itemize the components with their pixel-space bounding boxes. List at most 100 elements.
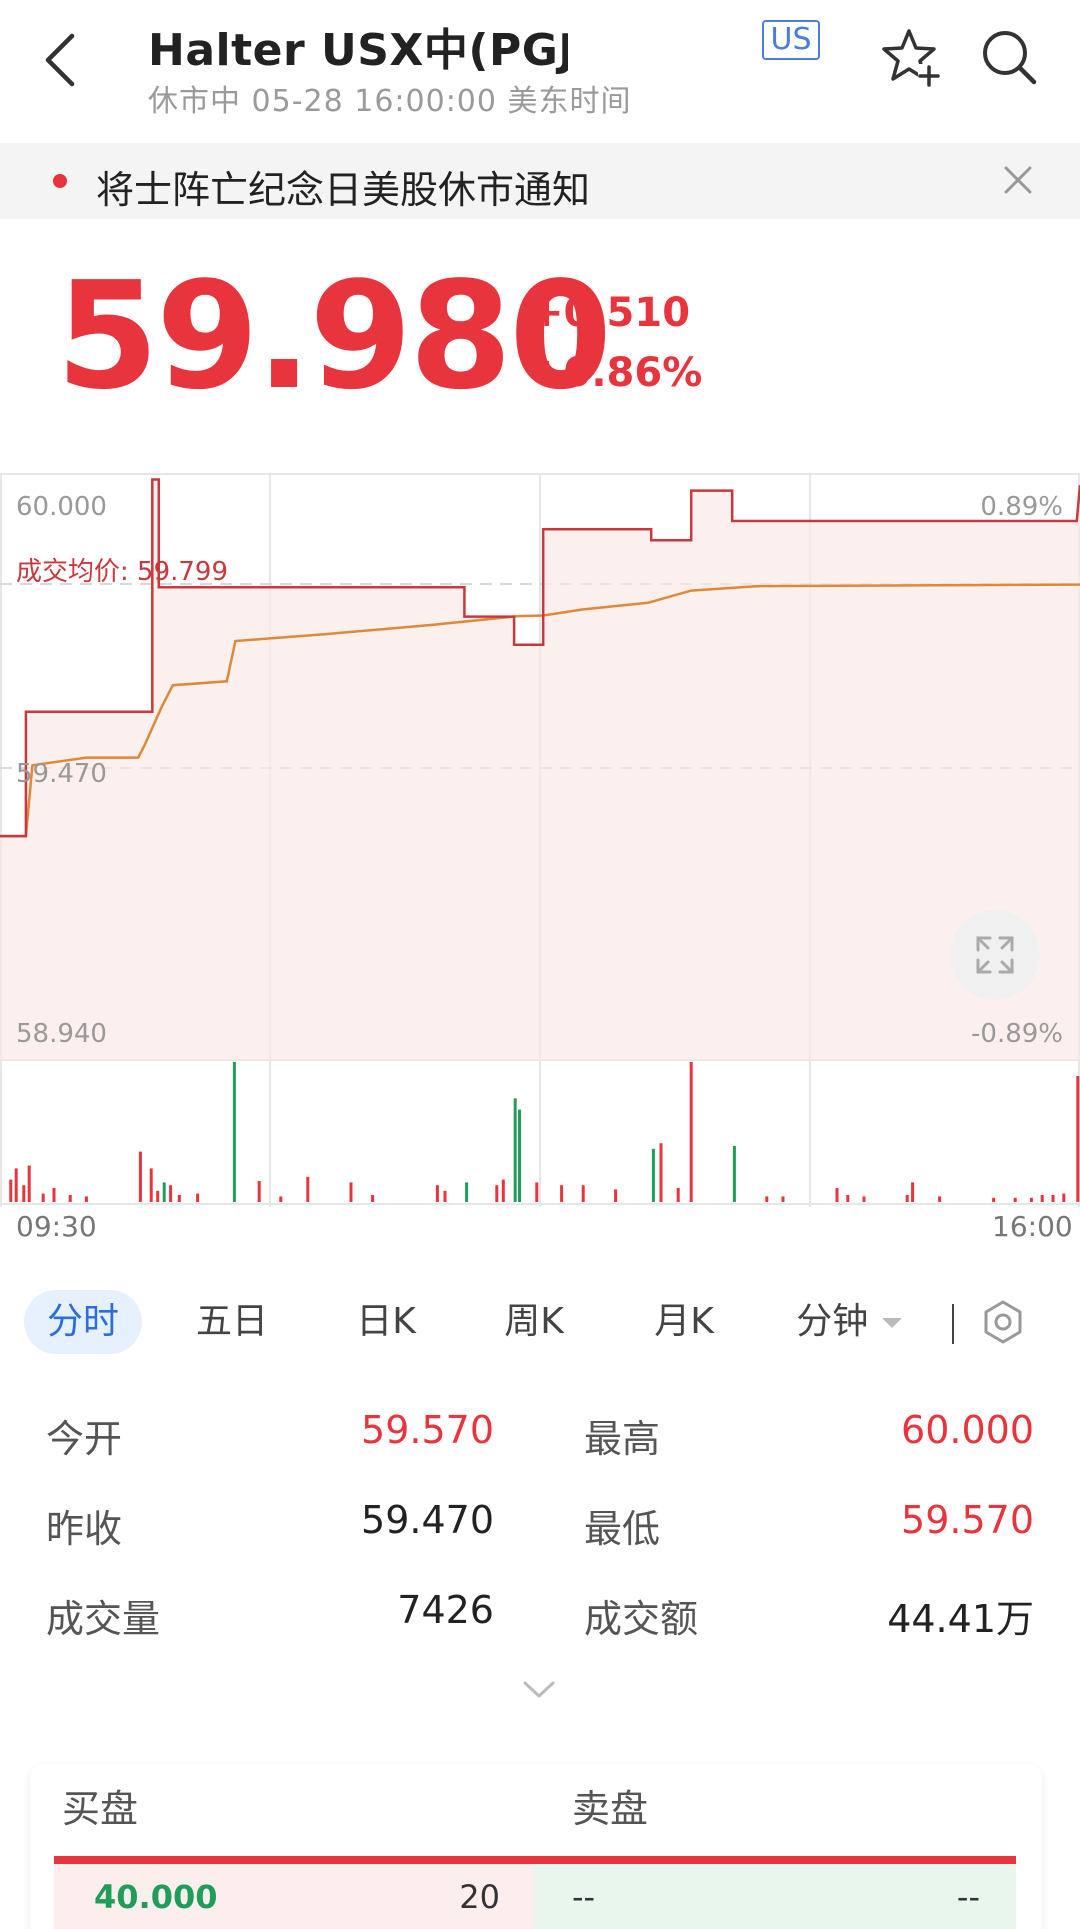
turnover-value: 44.41万 [887,1597,1034,1641]
chart-period-tabs: 分时 五日 日K 周K 月K 分钟 [0,1290,1080,1366]
ask-price: -- [572,1878,596,1916]
volume-value: 7426 [397,1588,494,1632]
volume-bar [659,1143,663,1202]
add-favorite-button[interactable] [878,26,940,88]
volume-bar [1062,1193,1066,1202]
back-button[interactable] [40,30,84,90]
volume-bar [495,1185,499,1202]
chevron-down-icon[interactable] [522,1680,556,1700]
volume-bar [257,1181,261,1202]
volume-bar [279,1196,283,1202]
volume-bar [14,1168,18,1202]
y-min-label: 58.940 [16,1019,107,1049]
high-label: 最高 [584,1417,661,1461]
volume-bar [68,1195,72,1202]
pct-max-label: 0.89% [980,492,1063,522]
tab-divider [952,1304,954,1344]
volume-bar [501,1179,505,1202]
y-mid-label: 59.470 [16,759,107,789]
volume-bar [156,1190,160,1202]
volume-bar [992,1197,996,1202]
volume-bar [196,1193,200,1202]
low-value: 59.570 [901,1498,1034,1542]
market-status: 休市中 05-28 16:00:00 美东时间 [148,84,632,119]
back-arrow-icon [45,33,75,87]
volume-bars [9,1062,1080,1202]
volume-bar [9,1179,13,1202]
volume-bar [443,1190,447,1202]
bid-quantity: 20 [459,1878,500,1916]
low-label: 最低 [584,1507,661,1551]
open-value: 59.570 [361,1408,494,1452]
price-line [0,478,1080,838]
prev-close-label: 昨收 [46,1507,123,1551]
market-badge: US [762,20,820,60]
volume-bar [905,1195,909,1202]
star-plus-icon [882,29,940,87]
bid-title: 买盘 [62,1787,139,1831]
volume-bar [1051,1195,1055,1202]
tab-weekly-k[interactable]: 周K [504,1301,564,1342]
volume-bar [513,1098,517,1202]
volume-bar [835,1188,839,1202]
volume-bar [732,1146,736,1202]
volume-bar [1076,1076,1080,1202]
prev-close-value: 59.470 [361,1498,494,1542]
volume-bar [781,1196,785,1202]
tab-daily-k[interactable]: 日K [356,1301,416,1342]
price-change: +0.510 [530,290,691,336]
time-start-label: 09:30 [16,1210,97,1243]
volume-bar [52,1188,56,1202]
volume-bar [1029,1197,1033,1202]
volume-bar [614,1189,618,1202]
y-max-label: 60.000 [16,492,107,522]
notice-dot [53,174,67,188]
volume-bar [177,1195,181,1202]
pct-min-label: -0.89% [971,1019,1063,1049]
volume-bar [1013,1197,1017,1202]
volume-bar [938,1196,942,1202]
notice-banner[interactable]: 将士阵亡纪念日美股休市通知 [0,143,1080,219]
tab-intraday[interactable]: 分时 [24,1290,142,1354]
volume-bar [169,1185,173,1202]
volume-bar [149,1168,153,1202]
open-label: 今开 [46,1417,123,1461]
price-area-fill [0,479,1080,1060]
close-icon[interactable] [1000,162,1036,198]
volume-bar [465,1182,469,1202]
header: Halter USX中(PGJ) 休市中 05-28 16:00:00 美东时间… [0,0,1080,143]
ask-quantity: -- [956,1878,980,1916]
bid-row [54,1864,534,1929]
search-icon [983,31,1037,85]
tab-minute-label: 分钟 [796,1301,869,1342]
order-book-ratio-bar [54,1856,1016,1864]
time-end-label: 16:00 [992,1210,1073,1243]
fullscreen-button[interactable] [950,910,1040,1000]
high-value: 60.000 [901,1408,1034,1452]
volume-bar [651,1148,655,1202]
volume-bar [535,1182,539,1202]
last-price: 59.980 [56,250,612,422]
volume-label: 成交量 [46,1597,161,1641]
avg-price-label: 成交均价: 59.799 [16,557,228,587]
volume-bar [581,1185,585,1202]
volume-bar [371,1195,375,1202]
volume-bar [862,1196,866,1202]
stock-title: Halter USX中(PGJ) [148,25,568,76]
volume-bar [84,1196,88,1202]
volume-bar [689,1062,693,1202]
volume-bar [22,1185,26,1202]
tab-five-day[interactable]: 五日 [195,1301,268,1342]
price-change-pct: +0.86% [530,350,703,396]
volume-bar [518,1109,521,1202]
intraday-chart[interactable]: 60.000 59.470 58.940 0.89% -0.89% 成交均价: … [0,472,1080,1207]
volume-bar [765,1196,769,1202]
expand-icon [976,936,1014,974]
search-button[interactable] [978,26,1040,88]
bid-price: 40.000 [94,1878,218,1916]
tab-monthly-k[interactable]: 月K [654,1301,714,1342]
volume-bar [846,1195,850,1202]
volume-bar [560,1185,564,1202]
chart-settings-icon[interactable] [980,1299,1026,1345]
tab-minute[interactable]: 分钟 [780,1290,920,1354]
